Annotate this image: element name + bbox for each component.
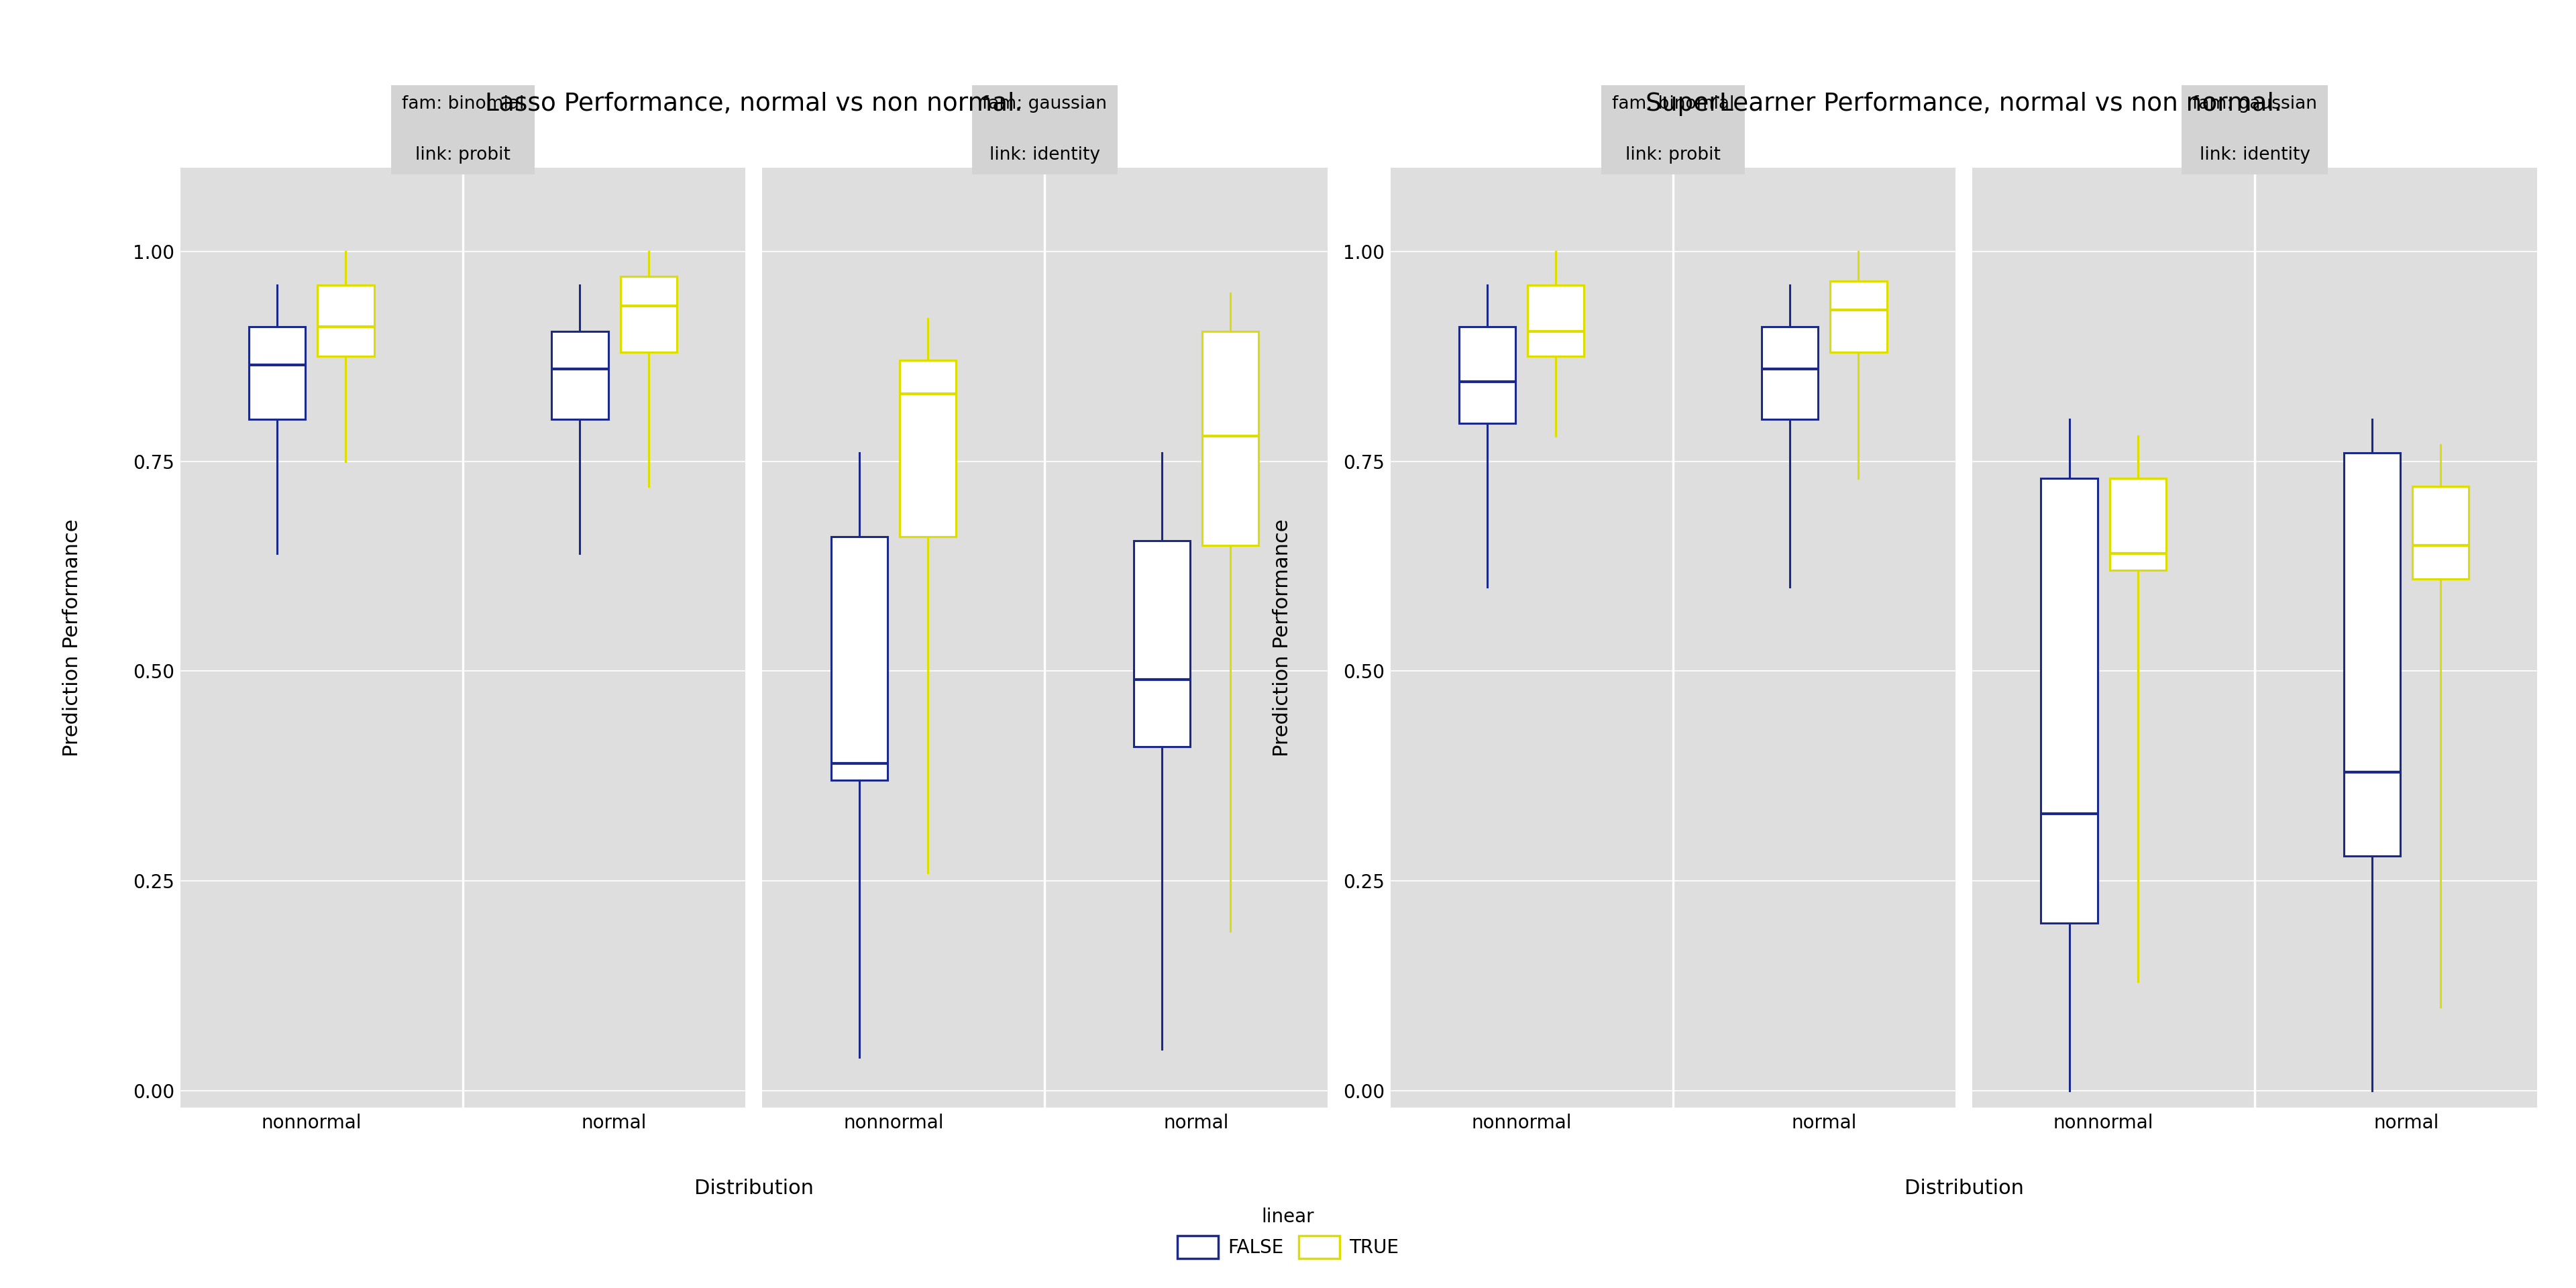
Bar xyxy=(621,277,677,352)
Bar xyxy=(2110,478,2166,571)
Title: fam: binomial

link: probit: fam: binomial link: probit xyxy=(402,95,523,164)
Text: Lasso Performance, normal vs non normal.: Lasso Performance, normal vs non normal. xyxy=(484,91,1023,116)
Text: Prediction Performance: Prediction Performance xyxy=(62,519,82,756)
Bar xyxy=(1528,285,1584,357)
Bar xyxy=(1133,541,1190,747)
Bar xyxy=(250,327,307,420)
Legend: FALSE, TRUE: FALSE, TRUE xyxy=(1170,1200,1406,1266)
Bar xyxy=(1458,327,1515,424)
Text: Distribution: Distribution xyxy=(1904,1179,2025,1198)
Text: SuperLearner Performance, normal vs non normal.: SuperLearner Performance, normal vs non … xyxy=(1646,91,2282,116)
Bar xyxy=(551,331,608,420)
Bar xyxy=(832,537,886,781)
Text: Distribution: Distribution xyxy=(693,1179,814,1198)
Bar xyxy=(2411,487,2468,578)
Bar xyxy=(2040,478,2097,923)
Bar xyxy=(1203,331,1260,545)
Bar xyxy=(2344,453,2401,855)
Bar xyxy=(1762,327,1819,420)
Bar xyxy=(1832,281,1886,352)
Text: Prediction Performance: Prediction Performance xyxy=(1273,519,1293,756)
Title: fam: gaussian

link: identity: fam: gaussian link: identity xyxy=(981,95,1108,164)
Bar xyxy=(899,361,956,537)
Title: fam: gaussian

link: identity: fam: gaussian link: identity xyxy=(2192,95,2318,164)
Title: fam: binomial

link: probit: fam: binomial link: probit xyxy=(1613,95,1734,164)
Bar xyxy=(317,285,374,357)
